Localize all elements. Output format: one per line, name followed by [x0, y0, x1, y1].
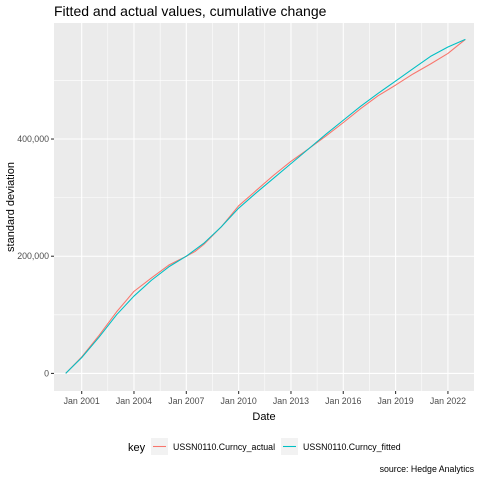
legend-label-1: USSN0110.Curncy_actual: [173, 442, 275, 452]
series-lines: [65, 38, 466, 374]
plot-panel: [54, 23, 474, 391]
chart-caption: source: Hedge Analytics: [380, 464, 475, 474]
x-tick-label: Jan 2019: [377, 396, 413, 406]
x-axis-title: Date: [252, 411, 275, 423]
chart-title: Fitted and actual values, cumulative cha…: [54, 3, 327, 19]
x-tick-label: Jan 2016: [325, 396, 361, 406]
x-tick-label: Jan 2022: [430, 396, 466, 406]
x-tick-label: Jan 2004: [116, 396, 152, 406]
y-tick-label: 400,000: [17, 134, 49, 144]
x-tick-label: Jan 2010: [221, 396, 257, 406]
legend-title: key: [128, 442, 146, 454]
x-tick-label: Jan 2013: [273, 396, 309, 406]
y-tick-label: 0: [44, 368, 49, 378]
legend: key USSN0110.Curncy_actual USSN0110.Curnc…: [128, 438, 401, 455]
legend-label-2: USSN0110.Curncy_fitted: [303, 442, 401, 452]
grid: [54, 23, 474, 391]
axes: Jan 2001 Jan 2004 Jan 2007 Jan 2010 Jan 2013…: [17, 134, 466, 406]
series-line-2: [65, 38, 466, 374]
y-tick-label: 200,000: [17, 251, 49, 261]
x-tick-label: Jan 2001: [64, 396, 100, 406]
y-axis-title: standard deviation: [5, 162, 17, 252]
x-tick-label: Jan 2007: [168, 396, 204, 406]
series-line-1: [65, 38, 466, 374]
